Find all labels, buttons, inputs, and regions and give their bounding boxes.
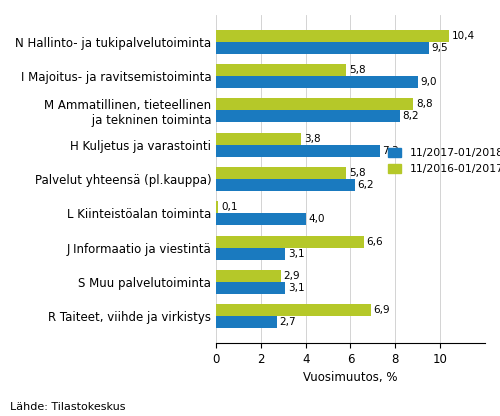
Bar (216, 201, 218, 213)
Bar (216, 145, 380, 157)
Text: Lähde: Tilastokeskus: Lähde: Tilastokeskus (10, 402, 126, 412)
Text: 9,5: 9,5 (432, 43, 448, 53)
Legend: 11/2017-01/2018, 11/2016-01/2017: 11/2017-01/2018, 11/2016-01/2017 (388, 148, 500, 174)
Bar (216, 64, 346, 76)
Text: 10,4: 10,4 (452, 31, 475, 41)
Text: 7,3: 7,3 (382, 146, 399, 156)
Bar (216, 270, 281, 282)
Text: 2,7: 2,7 (279, 317, 296, 327)
Bar (216, 42, 429, 54)
Bar (216, 179, 355, 191)
Text: 4,0: 4,0 (308, 214, 325, 224)
Bar (216, 133, 301, 145)
Bar (216, 316, 276, 328)
Text: 3,1: 3,1 (288, 283, 305, 293)
Text: 6,9: 6,9 (374, 305, 390, 315)
Text: 3,1: 3,1 (288, 249, 305, 259)
Bar (216, 248, 286, 260)
Text: 6,6: 6,6 (366, 237, 384, 247)
Text: 8,8: 8,8 (416, 99, 432, 109)
Text: 2,9: 2,9 (284, 271, 300, 281)
Bar (216, 99, 414, 111)
Bar (216, 304, 370, 316)
Bar (216, 76, 418, 88)
Bar (216, 235, 364, 248)
Text: 5,8: 5,8 (348, 65, 366, 75)
Text: 3,8: 3,8 (304, 134, 320, 144)
Text: 6,2: 6,2 (358, 180, 374, 190)
Text: 9,0: 9,0 (420, 77, 437, 87)
Bar (216, 213, 306, 225)
Bar (216, 282, 286, 294)
Bar (216, 111, 400, 122)
X-axis label: Vuosimuutos, %: Vuosimuutos, % (303, 371, 398, 384)
Bar (216, 167, 346, 179)
Text: 5,8: 5,8 (348, 168, 366, 178)
Text: 0,1: 0,1 (221, 202, 238, 212)
Text: 8,2: 8,2 (402, 111, 419, 121)
Bar (216, 30, 449, 42)
